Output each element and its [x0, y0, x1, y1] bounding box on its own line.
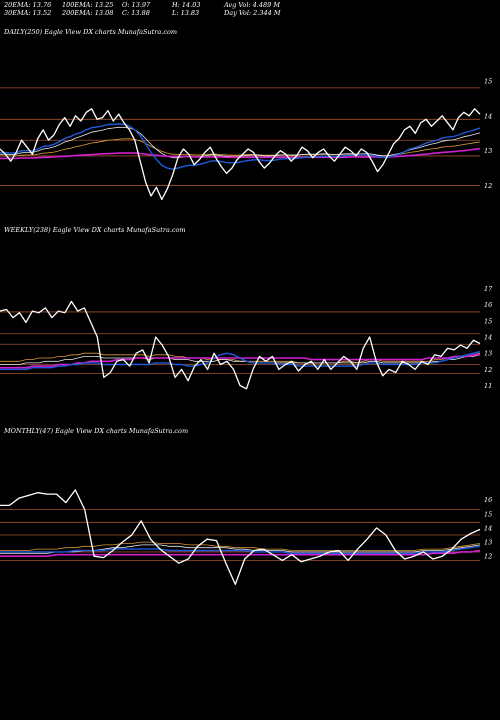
monthly-ytick-2: 14 [484, 524, 492, 532]
stat-high: H: 14.03 [172, 1, 201, 9]
daily-ema-alt-line [0, 138, 481, 157]
stat-30ema: 30EMA: 13.52 [4, 9, 52, 17]
weekly-ytick-5: 16 [484, 301, 492, 309]
stat-20ema: 20EMA: 13.76 [4, 1, 52, 9]
daily-price-line [0, 108, 481, 201]
weekly-ema-mid-line [0, 354, 481, 365]
daily-ytick-1: 13 [484, 147, 492, 155]
weekly-ema-short-line [0, 350, 481, 371]
daily-ytick-2: 14 [484, 112, 492, 120]
stat-open: O: 13.97 [122, 1, 151, 9]
weekly-panel-title: WEEKLY(238) Eagle View DX charts MunafaS… [4, 226, 186, 234]
stat-low: L: 13.83 [172, 9, 200, 17]
monthly-ema-short-line [0, 545, 481, 554]
daily-ema-short-line [0, 123, 481, 170]
stat-200ema: 200EMA: 13.08 [62, 9, 114, 17]
stat-avg-vol: Avg Vol: 4.489 M [224, 1, 281, 9]
monthly-price-line [0, 489, 481, 586]
stat-close: C: 13.88 [122, 9, 150, 17]
stat-100ema: 100EMA: 13.25 [62, 1, 114, 9]
daily-ytick-3: 15 [484, 77, 492, 85]
monthly-ema-alt-line [0, 541, 481, 551]
weekly-ytick-2: 13 [484, 350, 492, 358]
stat-day-vol: Day Vol: 2.344 M [224, 9, 281, 17]
monthly-ytick-0: 12 [484, 553, 492, 561]
monthly-ytick-1: 13 [484, 539, 492, 547]
daily-panel-title: DAILY(250) Eagle View DX charts MunafaSu… [4, 28, 178, 36]
weekly-ytick-0: 11 [484, 382, 492, 390]
weekly-ytick-1: 12 [484, 366, 492, 374]
weekly-ytick-6: 17 [484, 285, 493, 293]
weekly-ytick-4: 15 [484, 317, 492, 325]
monthly-panel-title: MONTHLY(47) Eagle View DX charts MunafaS… [4, 427, 189, 435]
monthly-ytick-3: 15 [484, 510, 492, 518]
weekly-price-line [0, 300, 481, 390]
monthly-ytick-4: 16 [484, 496, 492, 504]
daily-ytick-0: 12 [484, 182, 492, 190]
weekly-ytick-3: 14 [484, 334, 492, 342]
